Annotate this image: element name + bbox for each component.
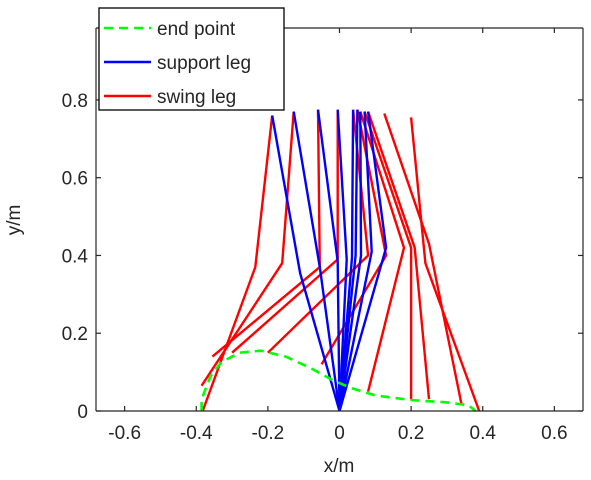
y-tick-label: 0.4 [62, 246, 89, 267]
swing-leg-line-2 [200, 111, 295, 387]
x-tick-label: 0.2 [398, 423, 424, 444]
swing-leg-line-8 [363, 111, 413, 400]
support-leg-line-6 [338, 109, 359, 412]
y-tick-label: 0 [77, 402, 88, 423]
y-tick-label: 0.8 [62, 91, 88, 112]
series-layer [200, 109, 481, 413]
legend-label-support-leg: support leg [157, 53, 251, 74]
y-tick-label: 0.2 [62, 324, 88, 345]
swing-leg-line-10 [383, 113, 463, 404]
swing-leg-line-9 [366, 111, 431, 400]
x-tick-label: 0.4 [470, 423, 497, 444]
x-tick-label: -0.2 [252, 423, 285, 444]
x-axis-label: x/m [324, 456, 355, 477]
legend-label-end-point: end point [157, 19, 236, 40]
swing-leg-line-5 [267, 109, 370, 354]
legend: end point support leg swing leg [98, 7, 285, 111]
x-tick-label: 0 [334, 423, 345, 444]
support-leg-line-9 [338, 111, 388, 412]
support-leg-line-7 [338, 111, 363, 412]
y-tick-label: 0.6 [62, 169, 88, 190]
swing-leg-line-11 [409, 117, 481, 412]
x-axis-ticks: -0.6 -0.4 -0.2 0 0.2 0.4 0.6 [108, 28, 568, 444]
support-leg-line-4 [336, 109, 348, 412]
y-axis-label: y/m [4, 205, 25, 236]
x-tick-label: -0.6 [108, 423, 141, 444]
support-leg-line-3 [316, 109, 341, 412]
support-leg-line-1 [271, 115, 341, 412]
y-axis-ticks: 0 0.2 0.4 0.6 0.8 [62, 91, 583, 423]
legend-box [98, 7, 285, 111]
support-leg-line-8 [338, 111, 373, 412]
x-tick-label: 0.6 [541, 423, 567, 444]
legend-label-swing-leg: swing leg [157, 87, 236, 108]
x-tick-label: -0.4 [180, 423, 213, 444]
support-leg-line-2 [292, 111, 341, 412]
